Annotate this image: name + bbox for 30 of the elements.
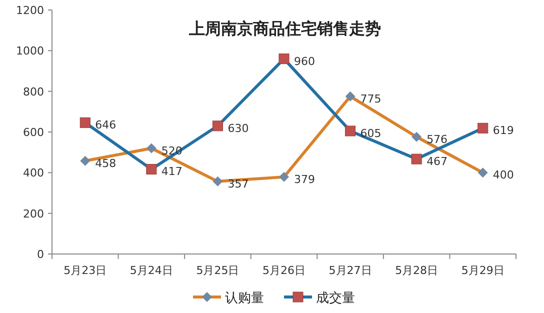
data-label: 775 <box>360 92 382 106</box>
y-tick-label: 800 <box>23 85 44 98</box>
legend-label: 认购量 <box>225 291 264 306</box>
data-label: 458 <box>95 156 116 170</box>
data-label: 417 <box>161 165 182 178</box>
data-label: 630 <box>228 122 249 135</box>
y-tick-label: 1200 <box>16 4 44 17</box>
y-tick-label: 400 <box>23 166 44 180</box>
x-tick-label: 5月23日 <box>64 264 107 277</box>
data-label: 619 <box>492 124 514 138</box>
data-label: 467 <box>426 155 448 168</box>
data-label: 379 <box>294 172 315 186</box>
y-tick-label: 200 <box>23 207 44 220</box>
x-tick-label: 5月26日 <box>262 264 306 277</box>
x-tick-label: 5月27日 <box>328 264 372 277</box>
legend-label: 成交量 <box>316 290 355 306</box>
y-tick-label: 600 <box>23 126 44 139</box>
data-label: 960 <box>294 54 315 68</box>
data-label: 357 <box>228 177 249 190</box>
data-label: 400 <box>492 168 514 182</box>
data-label: 605 <box>360 126 382 140</box>
x-tick-label: 5月25日 <box>196 264 240 277</box>
data-label: 576 <box>426 132 448 146</box>
y-tick-label: 1000 <box>16 44 44 58</box>
y-tick-label: 0 <box>37 248 44 261</box>
text: 上周南京商品住宅销售走势 <box>188 19 381 38</box>
x-tick-label: 5月29日 <box>461 264 504 277</box>
data-label: 646 <box>95 118 116 132</box>
x-tick-label: 5月28日 <box>395 264 438 277</box>
x-tick-label: 5月24日 <box>130 264 173 277</box>
